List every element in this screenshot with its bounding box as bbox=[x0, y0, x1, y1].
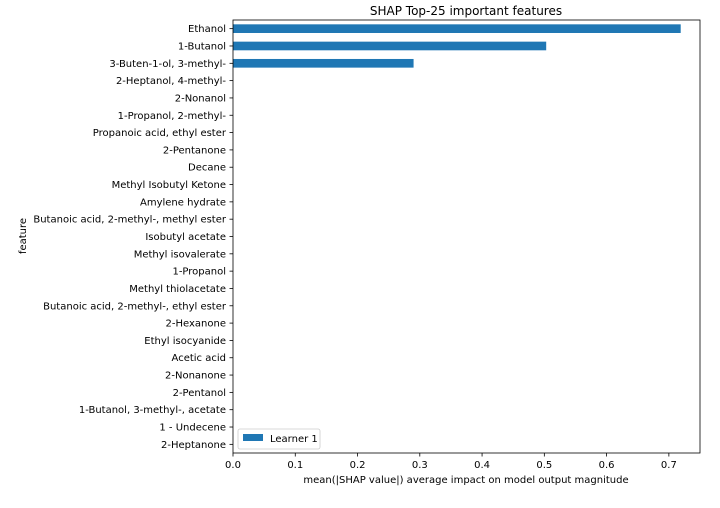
y-tick-label: Propanoic acid, ethyl ester bbox=[93, 128, 227, 139]
x-tick-label: 0.4 bbox=[474, 460, 490, 471]
legend-swatch bbox=[243, 434, 263, 441]
y-tick-label: 2-Pentanol bbox=[173, 388, 226, 399]
chart-title: SHAP Top-25 important features bbox=[370, 4, 562, 18]
y-tick-label: 2-Heptanone bbox=[161, 440, 226, 451]
x-tick-label: 0.1 bbox=[287, 460, 303, 471]
x-tick-label: 0.2 bbox=[350, 460, 366, 471]
x-tick-layer: 0.0 0.1 0.2 0.3 0.4 0.5 0.6 0.7 bbox=[225, 453, 677, 471]
y-tick-label: 2-Pentanone bbox=[163, 145, 226, 156]
y-tick-label: 1 - Undecene bbox=[159, 423, 226, 434]
y-tick-label: Isobutyl acetate bbox=[145, 232, 226, 243]
y-tick-label: 2-Nonanone bbox=[165, 371, 226, 382]
x-tick-label: 0.5 bbox=[536, 460, 552, 471]
y-tick-label: 1-Propanol, 2-methyl- bbox=[118, 111, 227, 122]
bar bbox=[233, 24, 681, 33]
y-tick-label: Ethyl isocyanide bbox=[144, 336, 226, 347]
y-tick-label: 2-Hexanone bbox=[166, 319, 226, 330]
legend: Learner 1 bbox=[237, 428, 321, 450]
y-tick-label: Butanoic acid, 2-methyl-, ethyl ester bbox=[43, 301, 227, 312]
x-tick-label: 0.3 bbox=[412, 460, 428, 471]
y-axis-label: feature bbox=[18, 218, 29, 254]
y-tick-label: 1-Butanol, 3-methyl-, acetate bbox=[79, 405, 226, 416]
y-tick-layer: Ethanol 1-Butanol 3-Buten-1-ol, 3-methyl- 2… bbox=[33, 24, 233, 451]
y-tick-label: Methyl thiolacetate bbox=[129, 284, 226, 295]
y-tick-label: Butanoic acid, 2-methyl-, methyl ester bbox=[33, 215, 227, 226]
x-tick-label: 0.6 bbox=[599, 460, 615, 471]
y-tick-label: 3-Buten-1-ol, 3-methyl- bbox=[109, 59, 226, 70]
y-tick-label: Methyl Isobutyl Ketone bbox=[112, 180, 226, 191]
x-tick-label: 0.0 bbox=[225, 460, 241, 471]
y-tick-label: Acetic acid bbox=[172, 353, 226, 364]
legend-label: Learner 1 bbox=[270, 434, 318, 445]
y-tick-label: Ethanol bbox=[188, 24, 226, 35]
bars-layer bbox=[233, 24, 681, 68]
y-tick-label: Decane bbox=[188, 163, 226, 174]
x-tick-label: 0.7 bbox=[661, 460, 677, 471]
x-axis-label: mean(|SHAP value|) average impact on mod… bbox=[303, 475, 628, 486]
y-tick-label: Amylene hydrate bbox=[140, 197, 226, 208]
y-tick-label: 1-Propanol bbox=[172, 267, 226, 278]
bar bbox=[233, 41, 547, 51]
y-tick-label: 2-Nonanol bbox=[175, 93, 226, 104]
plot-frame bbox=[232, 19, 701, 454]
bar bbox=[233, 58, 414, 68]
y-tick-label: Methyl isovalerate bbox=[134, 249, 226, 260]
y-tick-label: 2-Heptanol, 4-methyl- bbox=[116, 76, 226, 87]
y-tick-label: 1-Butanol bbox=[178, 41, 226, 52]
